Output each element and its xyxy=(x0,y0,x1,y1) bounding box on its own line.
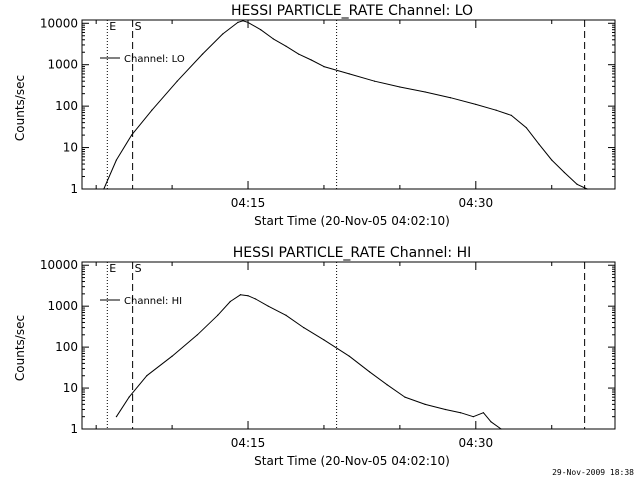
data-point-lo xyxy=(323,66,325,68)
data-point-hi xyxy=(490,421,492,423)
data-point-hi xyxy=(171,355,173,357)
data-point-hi xyxy=(217,314,219,316)
x-tick-label-hi-1: 04:30 xyxy=(459,436,494,450)
data-point-lo xyxy=(399,86,401,88)
marker-label-lo-1: S xyxy=(135,20,142,33)
data-point-lo xyxy=(131,134,133,136)
data-point-lo xyxy=(298,53,300,55)
data-point-hi xyxy=(460,412,462,414)
marker-label-hi-0: E xyxy=(109,262,116,275)
data-point-hi xyxy=(404,396,406,398)
data-point-hi xyxy=(146,375,148,377)
y-tick-label-hi-2: 100 xyxy=(55,340,78,354)
data-point-lo xyxy=(201,53,204,55)
data-point-hi xyxy=(255,298,257,300)
data-point-hi xyxy=(267,305,269,307)
y-tick-label-lo-3: 1000 xyxy=(47,58,78,72)
data-point-lo xyxy=(151,109,153,111)
data-point-lo xyxy=(475,103,477,106)
data-point-hi xyxy=(348,355,350,357)
y-tick-label-hi-4: 10000 xyxy=(40,258,78,272)
data-point-lo xyxy=(525,127,528,129)
data-point-lo xyxy=(272,38,274,40)
data-point-lo xyxy=(373,80,376,82)
panel-hi: HESSI PARTICLE_RATE Channel: HI Counts/s… xyxy=(13,245,616,468)
x-tick-label-lo-1: 04:30 xyxy=(459,196,494,210)
plot-frame-hi xyxy=(81,261,616,430)
marker-label-lo-0: E xyxy=(109,20,116,33)
data-point-lo xyxy=(310,59,312,61)
data-point-lo xyxy=(551,159,553,161)
data-point-hi xyxy=(303,326,305,329)
data-point-lo xyxy=(538,143,540,145)
y-tick-label-hi-0: 1 xyxy=(70,422,78,436)
data-point-lo xyxy=(449,97,452,99)
data-point-hi xyxy=(482,412,484,414)
footer-timestamp: 29-Nov-2009 18:38 xyxy=(552,468,634,477)
data-point-lo xyxy=(348,73,350,75)
data-point-hi xyxy=(196,334,199,336)
series-line-lo-0 xyxy=(103,20,588,190)
x-axis-label-hi: Start Time (20-Nov-05 04:02:10) xyxy=(254,454,450,468)
legend-label-lo: Channel: LO xyxy=(124,54,185,65)
data-point-lo xyxy=(285,45,287,47)
x-axis-label-lo: Start Time (20-Nov-05 04:02:10) xyxy=(254,214,450,228)
data-point-lo xyxy=(260,29,262,31)
data-point-hi xyxy=(247,295,249,297)
y-tick-label-lo-1: 10 xyxy=(63,141,78,155)
data-point-hi xyxy=(239,294,242,296)
data-point-hi xyxy=(323,339,325,341)
data-point-lo xyxy=(115,159,118,161)
data-point-hi xyxy=(128,396,130,398)
data-point-hi xyxy=(285,314,287,316)
data-point-lo xyxy=(576,183,578,185)
data-point-lo xyxy=(247,21,249,24)
data-point-lo xyxy=(495,109,497,111)
legend-label-hi: Channel: HI xyxy=(124,296,182,307)
x-tick-label-hi-0: 04:15 xyxy=(231,436,266,450)
x-tick-label-lo-0: 04:15 xyxy=(231,196,266,210)
data-point-hi xyxy=(368,371,371,373)
y-tick-label-lo-2: 100 xyxy=(55,99,78,113)
data-point-lo xyxy=(237,21,239,24)
plot-area-hi: ESFE11010010001000004:1504:3004:4505:000… xyxy=(40,258,616,450)
data-point-hi xyxy=(444,408,447,411)
plot-area-lo: ESFE11010010001000004:1504:3004:4505:000… xyxy=(40,16,616,210)
panel-lo: HESSI PARTICLE_RATE Channel: LO Counts/s… xyxy=(13,3,616,228)
y-axis-label-hi: Counts/sec xyxy=(13,315,27,381)
data-point-lo xyxy=(242,20,244,22)
data-point-lo xyxy=(510,114,512,116)
y-tick-label-hi-1: 10 xyxy=(63,381,78,395)
data-point-hi xyxy=(229,300,231,303)
data-point-lo xyxy=(586,188,588,190)
data-point-hi xyxy=(386,384,388,386)
data-point-hi xyxy=(472,416,474,418)
chart-title-hi: HESSI PARTICLE_RATE Channel: HI xyxy=(233,245,471,261)
data-point-hi xyxy=(500,428,502,430)
chart-title-lo: HESSI PARTICLE_RATE Channel: LO xyxy=(231,3,473,19)
y-tick-label-lo-0: 1 xyxy=(70,182,78,196)
data-point-lo xyxy=(424,91,426,93)
data-point-lo xyxy=(563,171,565,174)
data-point-hi xyxy=(424,403,426,405)
y-tick-label-hi-3: 1000 xyxy=(47,299,78,313)
data-point-lo xyxy=(222,33,224,35)
plot-frame-lo xyxy=(81,19,616,190)
y-tick-label-lo-4: 10000 xyxy=(40,16,78,30)
marker-label-hi-1: S xyxy=(135,262,142,275)
y-axis-label-lo: Counts/sec xyxy=(13,75,27,141)
data-point-hi xyxy=(115,416,118,418)
data-point-lo xyxy=(103,188,105,190)
data-point-lo xyxy=(176,80,178,82)
